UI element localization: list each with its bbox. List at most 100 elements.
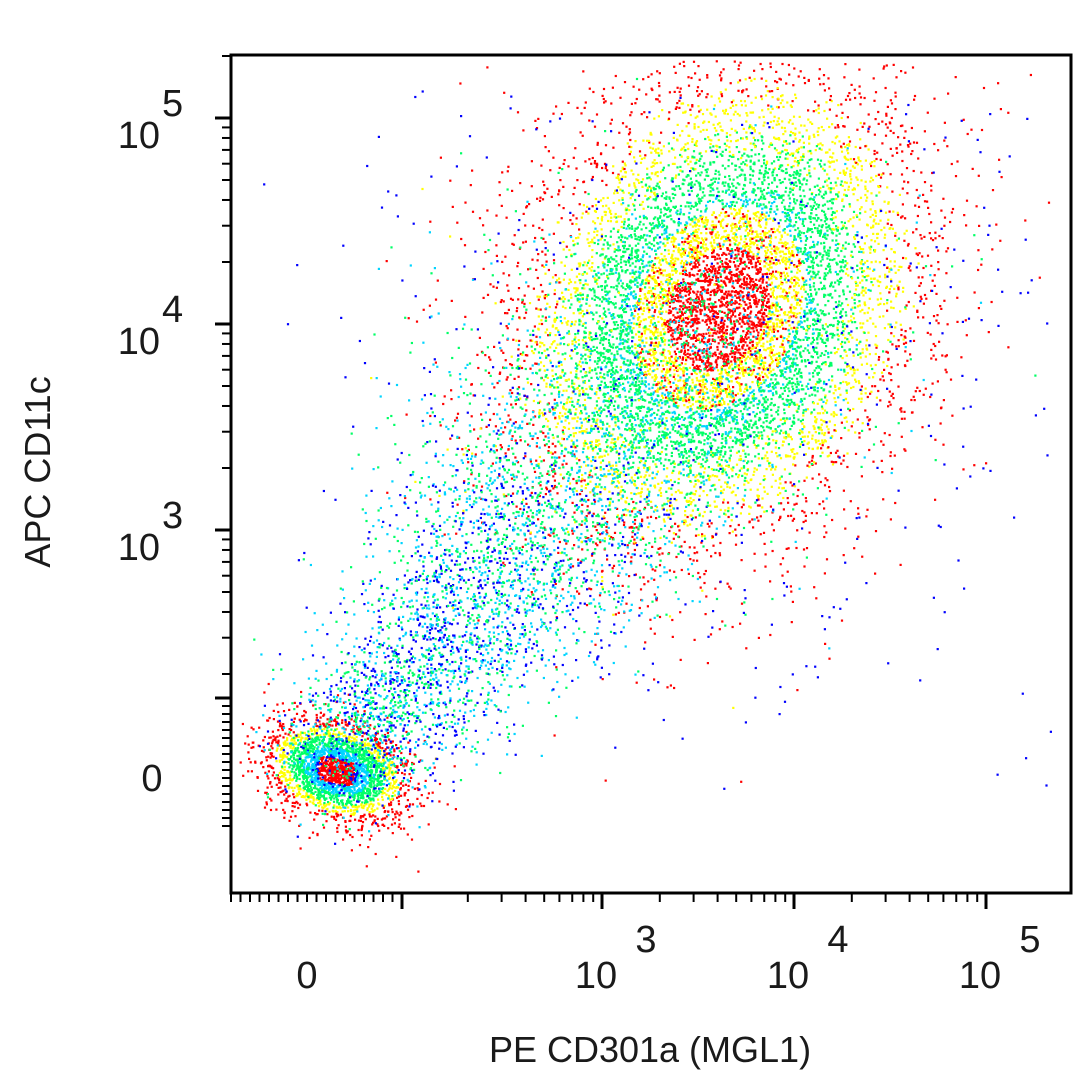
scatter-point-4735	[477, 366, 480, 370]
scatter-point-1205	[293, 739, 296, 742]
scatter-point-3046	[899, 310, 902, 313]
scatter-point-2602	[781, 250, 784, 253]
scatter-point-2634	[699, 403, 702, 406]
scatter-point-1420	[294, 751, 297, 755]
scatter-point-4914	[890, 223, 893, 227]
scatter-point-4883	[814, 288, 817, 291]
scatter-point-3648	[697, 228, 700, 231]
scatter-point-1667	[291, 737, 294, 740]
scatter-point-2807	[804, 410, 807, 413]
scatter-point-4009	[778, 179, 781, 182]
scatter-point-4130	[861, 289, 864, 292]
scatter-point-659	[308, 751, 311, 754]
scatter-point-2297	[356, 771, 359, 774]
scatter-point-1887	[304, 718, 307, 721]
scatter-point-2792	[683, 540, 686, 543]
scatter-point-4335	[675, 211, 678, 214]
scatter-point-3048	[859, 212, 862, 215]
scatter-point-2431	[351, 779, 354, 783]
scatter-point-1297	[356, 808, 359, 811]
scatter-point-3608	[591, 205, 594, 208]
scatter-point-4551	[808, 295, 811, 298]
scatter-point-4652	[767, 293, 770, 296]
scatter-point-3268	[778, 364, 781, 368]
scatter-point-4435	[714, 268, 717, 271]
scatter-point-2716	[511, 242, 514, 245]
scatter-point-2087	[252, 741, 255, 744]
scatter-point-2601	[593, 349, 596, 352]
scatter-point-460	[291, 760, 294, 763]
scatter-point-4884	[724, 418, 728, 422]
scatter-point-2229	[330, 787, 333, 790]
scatter-point-4557	[773, 275, 776, 278]
scatter-point-2540	[581, 315, 584, 318]
scatter-point-3811	[615, 264, 618, 267]
scatter-point-1563	[369, 794, 372, 797]
scatter-point-1743	[345, 743, 349, 746]
scatter-point-2132	[330, 778, 333, 782]
scatter-point-4305	[819, 281, 822, 284]
scatter-point-1747	[322, 761, 325, 764]
scatter-point-3464	[678, 62, 681, 65]
scatter-point-3477	[818, 442, 821, 446]
scatter-point-1993	[319, 711, 322, 714]
scatter-point-4254	[759, 236, 762, 239]
scatter-point-501	[326, 718, 329, 721]
scatter-point-1916	[372, 814, 375, 817]
scatter-point-2050	[281, 771, 284, 774]
scatter-point-3119	[657, 276, 660, 279]
scatter-point-3504	[733, 238, 736, 241]
scatter-point-1389	[333, 817, 336, 820]
scatter-point-4564	[565, 542, 568, 545]
scatter-point-1764	[332, 800, 336, 803]
scatter-point-3795	[815, 214, 818, 217]
scatter-point-2180	[368, 755, 371, 758]
scatter-point-2160	[316, 768, 319, 771]
scatter-point-3867	[627, 204, 630, 207]
scatter-point-4893	[507, 414, 510, 417]
scatter-point-4727	[657, 217, 660, 220]
scatter-point-4982	[697, 390, 700, 393]
scatter-point-4972	[695, 224, 698, 227]
scatter-point-1471	[341, 799, 344, 802]
scatter-point-4082	[625, 439, 628, 442]
scatter-point-1178	[275, 760, 278, 763]
scatter-point-625	[336, 779, 339, 782]
scatter-point-861	[361, 735, 364, 738]
scatter-point-1093	[303, 748, 306, 751]
scatter-point-2125	[381, 770, 384, 773]
scatter-point-623	[280, 748, 284, 751]
scatter-point-1465	[377, 764, 380, 768]
scatter-point-1454	[334, 809, 337, 813]
scatter-point-1882	[346, 800, 349, 803]
scatter-point-3102	[683, 350, 686, 353]
scatter-point-3323	[754, 96, 757, 99]
scatter-point-2103	[334, 753, 337, 756]
scatter-point-2690	[717, 377, 720, 380]
scatter-point-4072	[911, 66, 915, 69]
scatter-point-4690	[854, 378, 857, 381]
scatter-point-3846	[734, 331, 737, 334]
scatter-point-2452	[297, 735, 300, 738]
scatter-point-4169	[642, 576, 645, 579]
scatter-point-3696	[639, 436, 642, 439]
scatter-point-1257	[239, 761, 242, 764]
scatter-point-83	[381, 792, 384, 795]
scatter-point-3778	[698, 395, 701, 399]
scatter-point-4000	[579, 282, 582, 285]
scatter-point-1804	[291, 810, 294, 813]
scatter-point-2757	[769, 260, 772, 263]
scatter-point-2310	[324, 763, 327, 766]
scatter-point-968	[287, 787, 290, 790]
scatter-point-2734	[709, 293, 712, 297]
scatter-point-2949	[853, 372, 856, 375]
scatter-point-1828	[323, 744, 327, 747]
scatter-point-747	[391, 778, 394, 781]
scatter-point-4969	[718, 372, 721, 376]
scatter-point-2530	[694, 339, 698, 342]
scatter-point-4461	[668, 361, 671, 364]
scatter-point-1146	[277, 786, 280, 789]
scatter-point-1769	[326, 769, 329, 772]
scatter-point-3024	[514, 456, 517, 459]
scatter-point-2127	[335, 788, 338, 791]
